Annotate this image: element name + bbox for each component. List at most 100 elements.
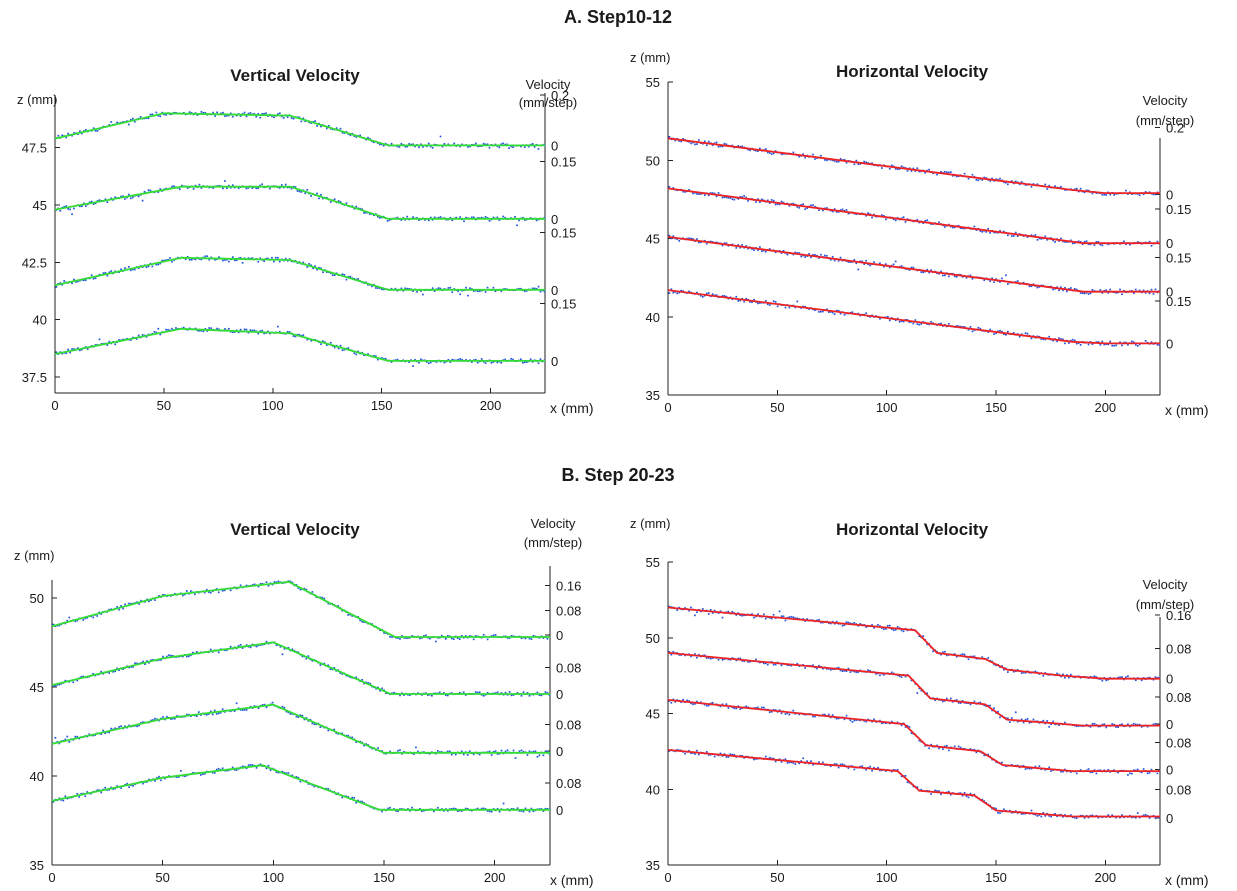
data-point bbox=[284, 183, 287, 186]
data-point bbox=[670, 653, 673, 656]
data-point bbox=[884, 627, 887, 630]
data-point bbox=[257, 585, 260, 588]
data-point bbox=[425, 634, 427, 637]
data-point bbox=[529, 358, 532, 361]
data-point bbox=[114, 727, 116, 730]
data-point bbox=[233, 768, 236, 771]
data-point bbox=[120, 605, 122, 607]
data-point bbox=[61, 283, 64, 286]
data-point bbox=[516, 692, 519, 694]
data-point bbox=[219, 711, 222, 714]
data-point bbox=[363, 354, 365, 357]
data-point bbox=[766, 151, 769, 154]
data-point bbox=[211, 771, 214, 774]
data-point bbox=[833, 313, 836, 315]
data-point bbox=[421, 810, 423, 812]
data-point bbox=[494, 290, 497, 293]
data-point bbox=[367, 353, 369, 355]
data-point bbox=[502, 802, 505, 805]
data-point bbox=[450, 753, 453, 756]
data-point bbox=[84, 205, 87, 207]
data-point bbox=[904, 675, 907, 678]
data-point bbox=[902, 216, 905, 219]
data-point bbox=[255, 766, 258, 769]
data-point bbox=[239, 644, 242, 646]
data-point bbox=[106, 274, 109, 277]
data-point bbox=[431, 287, 434, 290]
data-point bbox=[1150, 341, 1153, 344]
data-point bbox=[222, 111, 224, 114]
data-point bbox=[1034, 670, 1037, 673]
data-point bbox=[494, 634, 497, 636]
data-point bbox=[394, 287, 397, 290]
data-point bbox=[74, 620, 77, 623]
data-point bbox=[1127, 343, 1129, 346]
data-point bbox=[523, 146, 526, 148]
data-point bbox=[204, 328, 207, 330]
data-point bbox=[965, 795, 968, 798]
data-point bbox=[1069, 239, 1072, 242]
data-point bbox=[82, 279, 85, 282]
data-point bbox=[672, 235, 675, 237]
data-point bbox=[191, 651, 194, 654]
data-point bbox=[490, 810, 493, 813]
data-point bbox=[151, 265, 154, 268]
data-point bbox=[122, 607, 124, 610]
data-point bbox=[98, 338, 101, 341]
velocity-tick-label: 0 bbox=[556, 687, 563, 702]
data-point bbox=[382, 288, 385, 291]
data-point bbox=[975, 751, 978, 754]
data-point bbox=[879, 674, 881, 677]
data-point bbox=[711, 144, 714, 147]
data-point bbox=[1085, 291, 1088, 294]
data-point bbox=[1097, 816, 1100, 819]
data-point bbox=[322, 271, 324, 274]
data-point bbox=[92, 672, 95, 675]
data-point bbox=[94, 277, 97, 280]
data-point bbox=[135, 338, 138, 340]
data-point bbox=[114, 196, 117, 199]
data-point bbox=[957, 224, 960, 227]
data-point bbox=[762, 706, 765, 709]
data-point bbox=[94, 202, 97, 205]
data-point bbox=[542, 754, 545, 757]
data-point bbox=[823, 159, 826, 161]
data-point bbox=[500, 749, 503, 752]
data-point bbox=[165, 113, 167, 116]
data-point bbox=[478, 290, 481, 292]
data-point bbox=[1150, 244, 1153, 247]
data-point bbox=[855, 213, 858, 216]
data-point bbox=[508, 637, 511, 639]
data-point bbox=[920, 323, 923, 325]
data-point bbox=[339, 127, 342, 130]
data-point bbox=[721, 145, 724, 148]
data-point bbox=[468, 635, 471, 637]
data-point bbox=[520, 694, 523, 697]
data-point bbox=[723, 196, 726, 198]
data-point bbox=[339, 672, 342, 674]
data-point bbox=[267, 764, 270, 767]
data-point bbox=[150, 659, 152, 662]
x-tick-label: 0 bbox=[48, 870, 55, 885]
velocity-tick-label: 0.08 bbox=[1166, 735, 1191, 750]
data-point bbox=[446, 694, 449, 697]
data-point bbox=[520, 287, 522, 290]
velocity-label-line2: (mm/step) bbox=[519, 95, 578, 110]
data-point bbox=[1014, 711, 1017, 714]
data-point bbox=[59, 209, 62, 212]
data-point bbox=[402, 289, 405, 292]
data-point bbox=[776, 305, 779, 308]
data-point bbox=[961, 700, 964, 702]
data-point bbox=[267, 330, 269, 333]
data-point bbox=[148, 661, 150, 664]
data-point bbox=[418, 146, 420, 149]
data-point bbox=[408, 143, 411, 145]
data-point bbox=[239, 115, 242, 117]
data-point bbox=[159, 333, 162, 336]
data-point bbox=[686, 699, 688, 702]
data-point bbox=[930, 320, 932, 323]
data-point bbox=[766, 199, 769, 202]
data-point bbox=[140, 721, 142, 724]
